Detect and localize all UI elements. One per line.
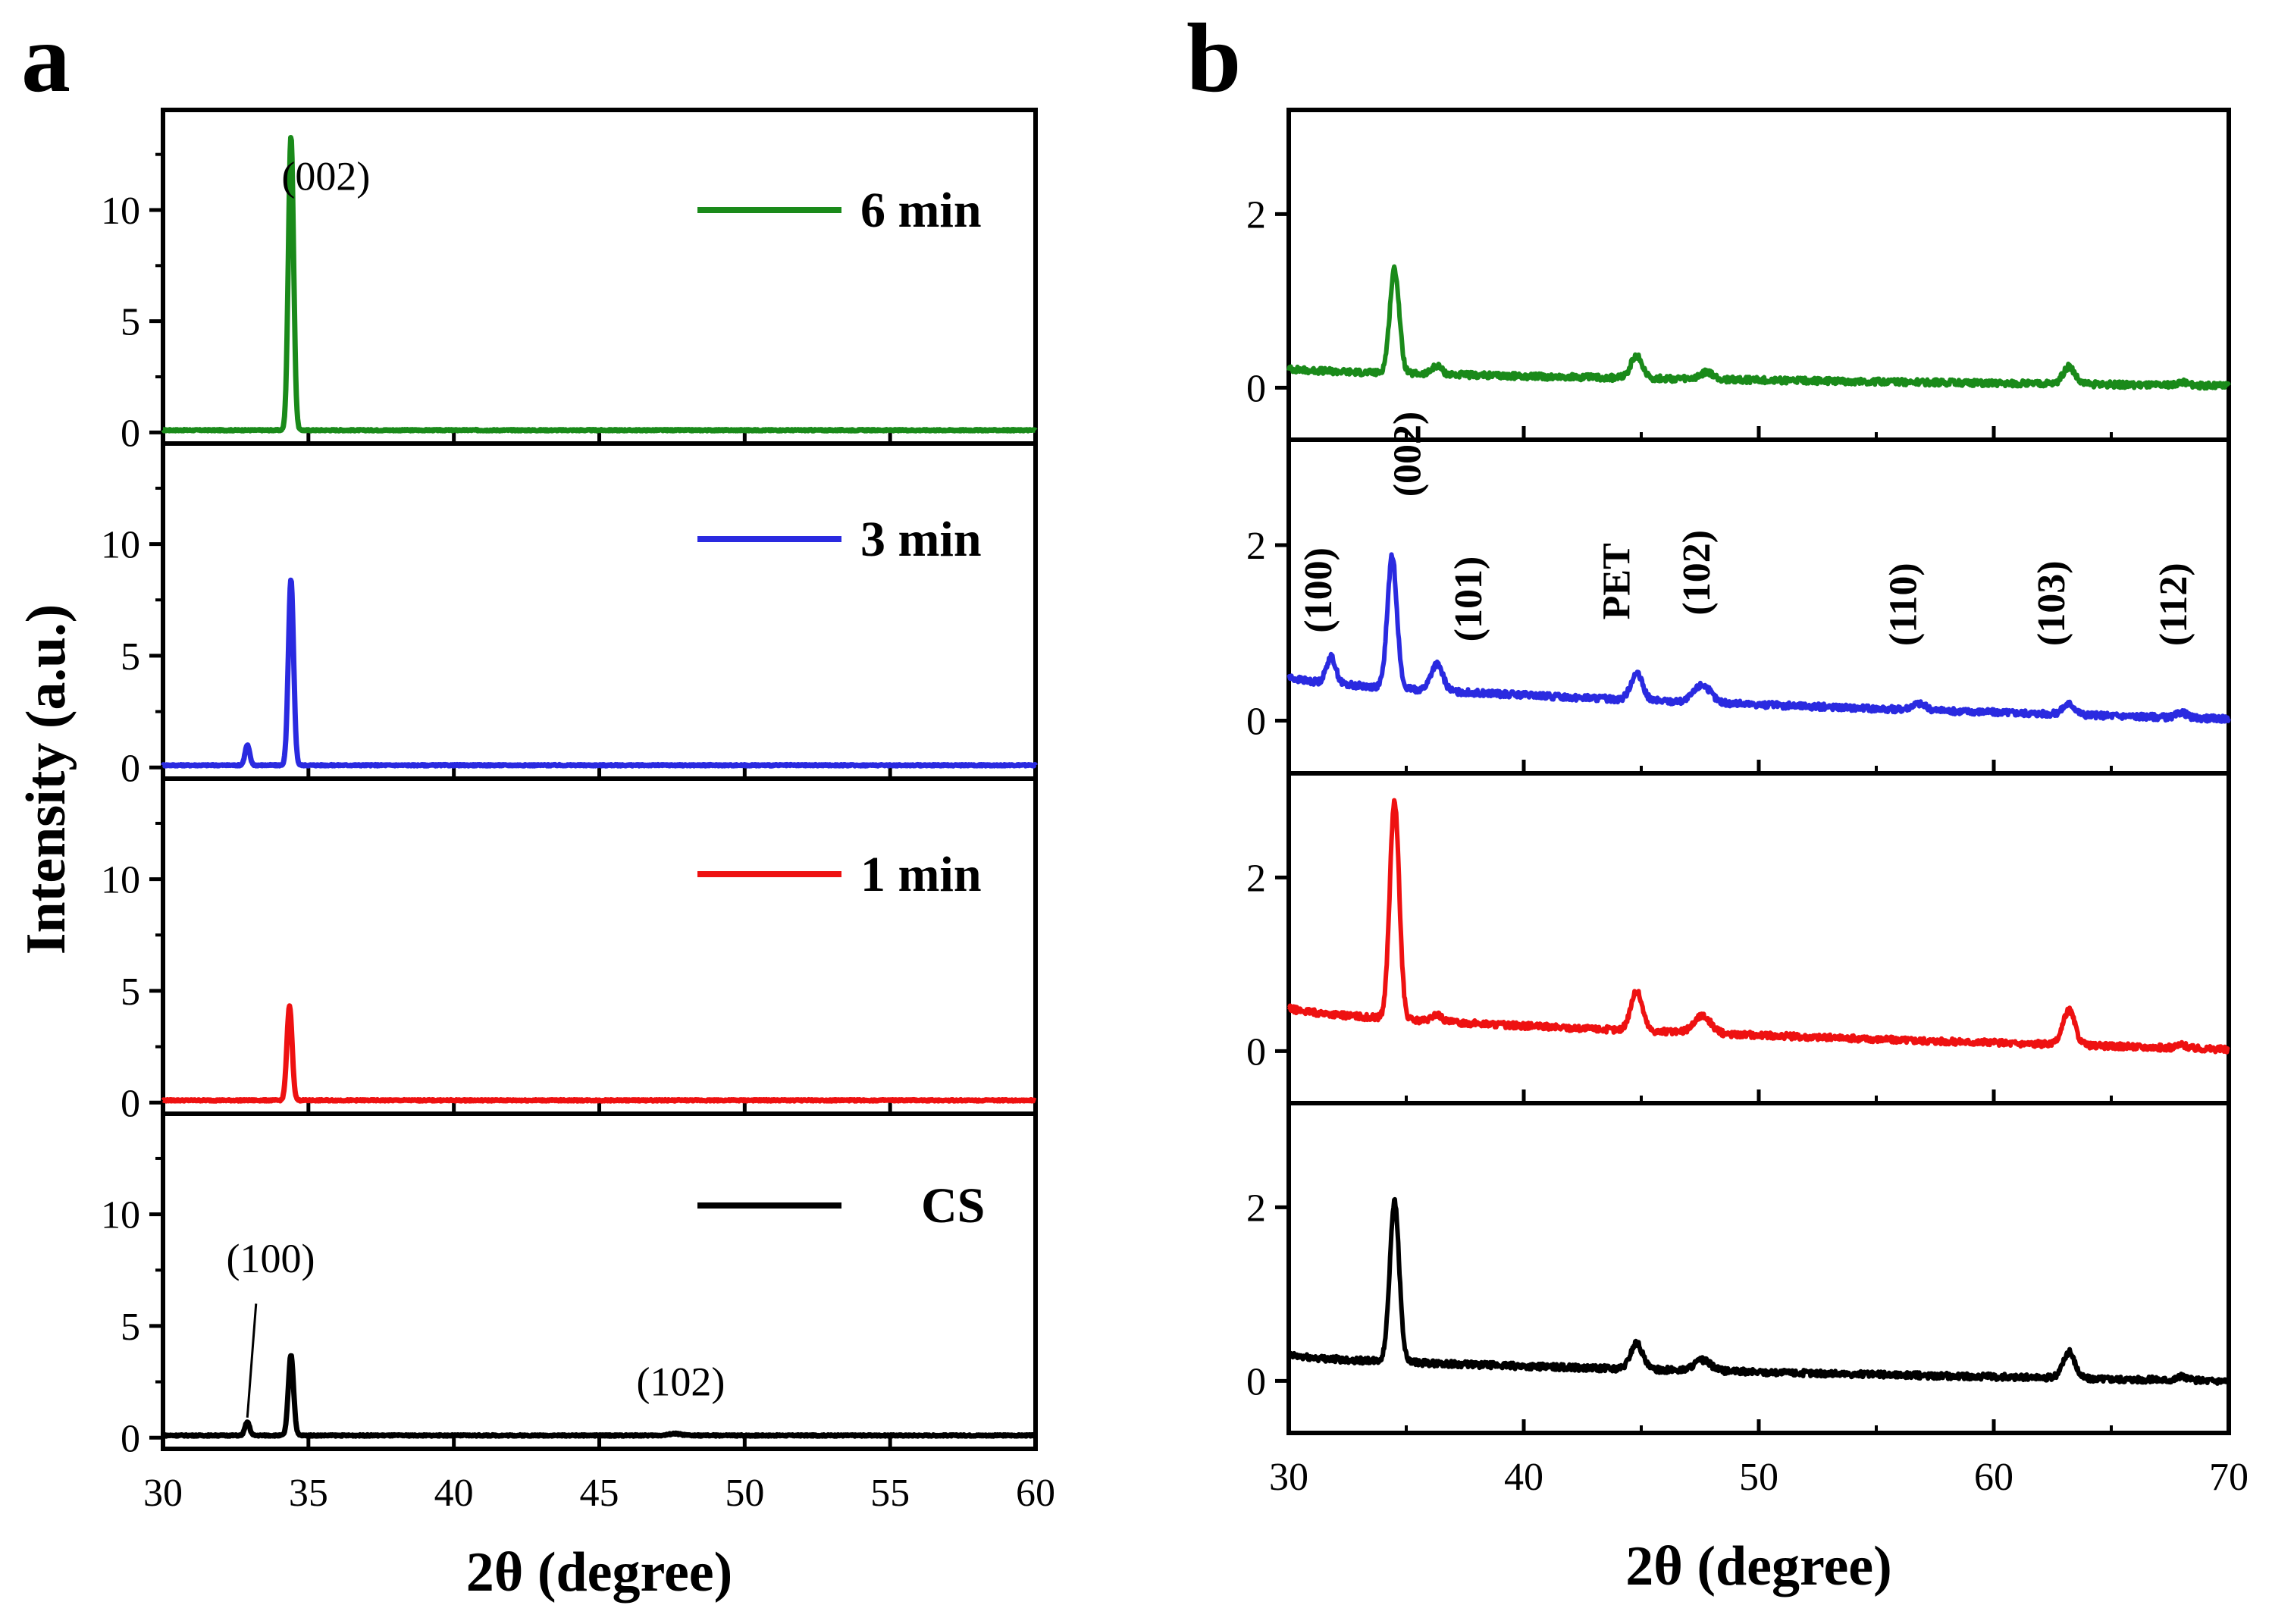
peak-annotation: (100): [1297, 547, 1340, 633]
trace-6-min: [1286, 264, 2231, 391]
panel-label-a: a: [21, 4, 71, 113]
y-tick-label: 5: [121, 635, 140, 679]
legend-label: 3 min: [860, 512, 982, 567]
x-axis-label: 2θ (degree): [466, 1541, 733, 1604]
y-tick-label: 0: [1246, 1030, 1266, 1074]
x-tick-label: 60: [1974, 1456, 2013, 1499]
x-tick-label: 30: [143, 1472, 183, 1515]
y-tick-label: 0: [121, 1417, 140, 1460]
peak-annotation: (102): [1675, 530, 1719, 616]
subplot-3-min: 0 2 (100) (002) (101) PET (102) (110) (103) (112): [1246, 412, 2231, 776]
y-tick-label: 2: [1246, 525, 1266, 568]
y-tick-label: 0: [1246, 1360, 1266, 1403]
peak-annotation: (002): [1387, 412, 1430, 497]
peak-annotation: (112): [2152, 563, 2195, 646]
panel-label-b: b: [1186, 4, 1241, 113]
x-tick-label: 40: [434, 1472, 474, 1515]
y-tick-label: 10: [101, 190, 140, 233]
x-tick-label: 55: [870, 1472, 910, 1515]
peak-annotation: (102): [636, 1359, 725, 1404]
chart-b: b 0 2 0 2 (100) (002) (101) PET (102) (110) (103) (1…: [1186, 4, 2248, 1597]
y-tick-label: 5: [121, 970, 140, 1014]
y-tick-label: 2: [1246, 193, 1266, 237]
peak-annotation: (101): [1447, 556, 1490, 642]
peak-annotation: PET: [1596, 543, 1639, 619]
legend-label: CS: [921, 1178, 985, 1234]
peak-annotation: (002): [281, 154, 370, 199]
legend-label: 1 min: [860, 847, 982, 902]
x-tick-label: 35: [289, 1472, 328, 1515]
y-tick-label: 10: [101, 1194, 140, 1237]
subplot-6-min: 0 5 10 6 min (002): [101, 108, 1038, 455]
y-tick-label: 5: [121, 1306, 140, 1349]
x-tick-label: 30: [1269, 1456, 1308, 1499]
trace-6-min: [161, 135, 1038, 434]
subplot-3-min: 0 5 10 3 min: [101, 441, 1039, 790]
x-tick-label: 45: [580, 1472, 619, 1515]
y-tick-label: 2: [1246, 857, 1266, 900]
trace-cs: [1286, 1196, 2231, 1386]
y-tick-label: 5: [121, 301, 140, 344]
y-tick-label: 0: [1246, 701, 1266, 744]
trace-cs: [161, 1353, 1038, 1439]
peak-annotation: (100): [226, 1236, 315, 1281]
y-axis-label: Intensity (a.u.): [15, 604, 77, 955]
y-tick-label: 0: [121, 412, 140, 455]
y-tick-label: 0: [1246, 367, 1266, 410]
trace-3-min: [161, 577, 1039, 769]
y-tick-label: 10: [101, 859, 140, 902]
peak-annotation: (110): [1882, 563, 1926, 646]
trace-3-min: [1286, 552, 2231, 724]
annotation-leader-line: [246, 1303, 258, 1418]
x-tick-label: 50: [725, 1472, 764, 1515]
x-axis-label: 2θ (degree): [1625, 1535, 1892, 1597]
trace-1-min: [161, 1003, 1038, 1104]
legend-label: 6 min: [860, 183, 982, 238]
y-tick-label: 10: [101, 524, 140, 567]
x-tick-label: 50: [1739, 1456, 1778, 1499]
x-tick-label: 70: [2209, 1456, 2248, 1499]
y-tick-label: 0: [121, 1082, 140, 1125]
subplot-cs: 0 5 10 CS (100) (102) 30 35 40 45 50 55 60: [101, 1111, 1055, 1515]
y-tick-label: 2: [1246, 1187, 1266, 1230]
chart-a: a 0 5 10 6 min (002) 0 5 10 3 min 0 5 10 1 min 0 5 10 CS (…: [15, 4, 1055, 1604]
peak-annotation: (103): [2030, 560, 2073, 646]
x-tick-label: 40: [1504, 1456, 1543, 1499]
subplot-cs: 0 2 30 40 50 60 70: [1246, 1101, 2248, 1499]
x-tick-label: 60: [1016, 1472, 1055, 1515]
trace-1-min: [1286, 798, 2231, 1055]
y-tick-label: 0: [121, 747, 140, 790]
